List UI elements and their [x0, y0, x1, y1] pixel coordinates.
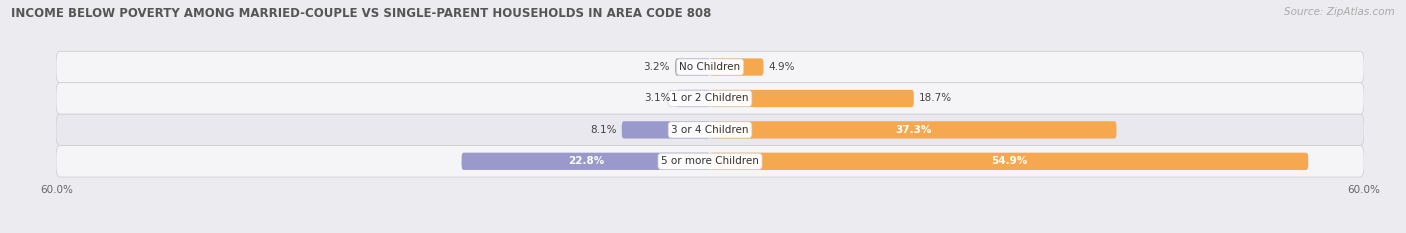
FancyBboxPatch shape — [710, 58, 763, 76]
Text: 3.2%: 3.2% — [643, 62, 669, 72]
FancyBboxPatch shape — [56, 114, 1364, 146]
Text: INCOME BELOW POVERTY AMONG MARRIED-COUPLE VS SINGLE-PARENT HOUSEHOLDS IN AREA CO: INCOME BELOW POVERTY AMONG MARRIED-COUPL… — [11, 7, 711, 20]
FancyBboxPatch shape — [56, 146, 1364, 177]
Text: 3.1%: 3.1% — [644, 93, 671, 103]
FancyBboxPatch shape — [461, 153, 710, 170]
Text: 1 or 2 Children: 1 or 2 Children — [671, 93, 749, 103]
FancyBboxPatch shape — [675, 58, 710, 76]
FancyBboxPatch shape — [56, 51, 1364, 83]
Text: 4.9%: 4.9% — [769, 62, 796, 72]
FancyBboxPatch shape — [676, 90, 710, 107]
Text: 8.1%: 8.1% — [591, 125, 616, 135]
Text: 3 or 4 Children: 3 or 4 Children — [671, 125, 749, 135]
FancyBboxPatch shape — [710, 121, 1116, 139]
Text: 5 or more Children: 5 or more Children — [661, 156, 759, 166]
FancyBboxPatch shape — [56, 83, 1364, 114]
FancyBboxPatch shape — [710, 90, 914, 107]
Text: 18.7%: 18.7% — [920, 93, 952, 103]
Text: No Children: No Children — [679, 62, 741, 72]
Text: 22.8%: 22.8% — [568, 156, 605, 166]
Text: 54.9%: 54.9% — [991, 156, 1028, 166]
FancyBboxPatch shape — [621, 121, 710, 139]
Text: Source: ZipAtlas.com: Source: ZipAtlas.com — [1284, 7, 1395, 17]
Text: 37.3%: 37.3% — [896, 125, 931, 135]
FancyBboxPatch shape — [710, 153, 1308, 170]
